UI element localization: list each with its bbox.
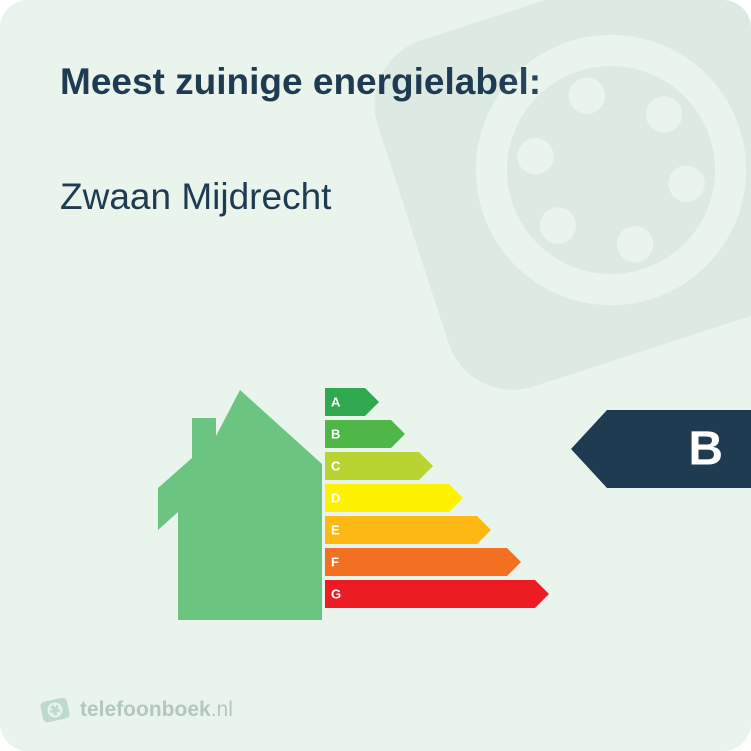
selected-energy-letter: B (688, 422, 723, 477)
energy-bar-letter: E (331, 523, 340, 538)
footer-brand-bold: telefoonboek (80, 698, 211, 721)
footer-brand-light: .nl (211, 698, 233, 721)
energy-bar-row: A (325, 388, 549, 416)
energy-bar-letter: F (331, 555, 339, 570)
energy-bars: A B C D E F G (325, 388, 549, 612)
selected-energy-label: B (571, 410, 751, 488)
energy-bar-letter: B (331, 427, 340, 442)
footer-brand: telefoonboek.nl (40, 695, 233, 725)
energy-bar-letter: D (331, 491, 340, 506)
energy-bar-row: E (325, 516, 549, 544)
page-title: Meest zuinige energielabel: (60, 60, 691, 104)
energy-bar-shape (325, 548, 521, 576)
energy-bar-row: G (325, 580, 549, 608)
energy-label-graphic: A B C D E F G (170, 380, 590, 640)
energy-bar-letter: A (331, 395, 340, 410)
energy-bar-row: F (325, 548, 549, 576)
house-icon (150, 380, 330, 630)
subtitle: Zwaan Mijdrecht (60, 176, 691, 218)
energy-bar-row: D (325, 484, 549, 512)
energy-bar-letter: C (331, 459, 340, 474)
energy-bar-row: B (325, 420, 549, 448)
energy-bar-shape (325, 452, 433, 480)
energy-bar-letter: G (331, 587, 341, 602)
brand-logo-icon (40, 695, 70, 725)
energy-bar-shape (325, 580, 549, 608)
energy-bar-shape (325, 484, 463, 512)
energy-bar-row: C (325, 452, 549, 480)
card: Meest zuinige energielabel: Zwaan Mijdre… (0, 0, 751, 751)
energy-bar-shape (325, 516, 491, 544)
footer-brand-text: telefoonboek.nl (80, 698, 233, 722)
